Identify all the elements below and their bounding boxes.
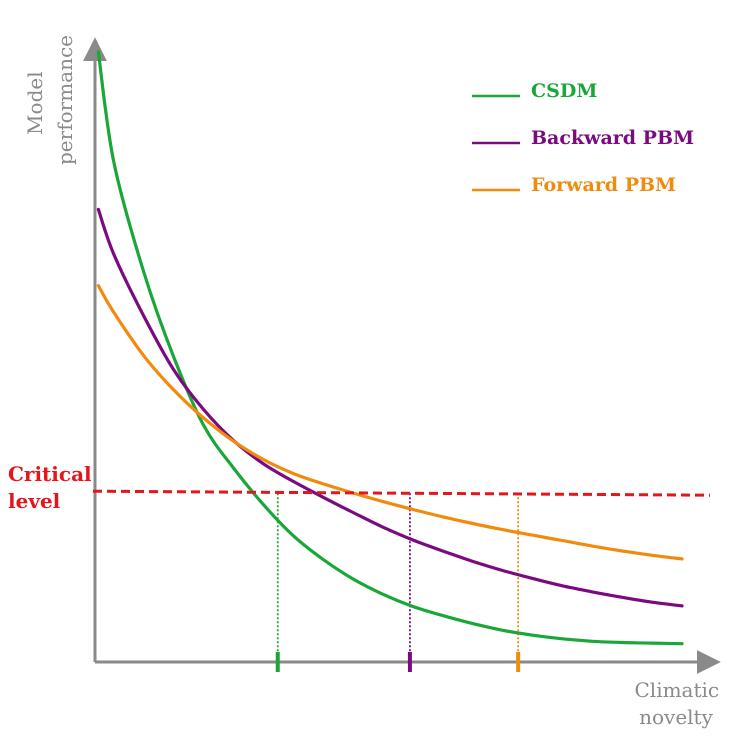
legend-label-csdm: CSDM [531,80,597,102]
legend-label-backward-pbm: Backward PBM [531,127,694,149]
critical-level-line [92,489,711,497]
series-line-csdm [96,50,684,646]
legend-label-forward-pbm: Forward PBM [531,174,676,196]
critical-line-group [92,489,711,497]
series-line-backward-pbm [96,207,684,608]
critical-guides [276,493,520,662]
legend: CSDM Backward PBM Forward PBM [472,80,694,196]
y-axis-title: Model performance [23,35,77,165]
critical-level-label: Critical level [8,462,99,513]
series-curves [96,50,684,646]
x-axis-title: Climatic novelty [635,678,726,729]
series-line-forward-pbm [96,284,684,561]
critical-ticks [275,652,521,672]
